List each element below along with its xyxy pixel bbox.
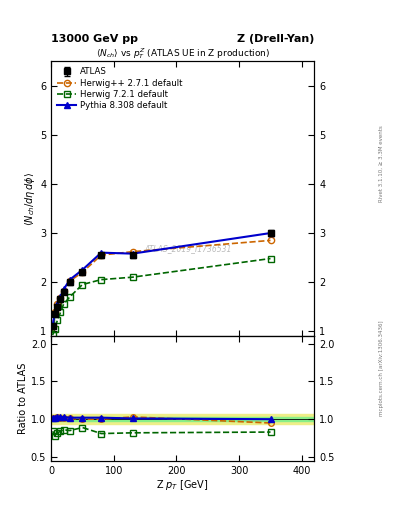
Herwig 7.2.1 default	[80, 282, 85, 288]
Pythia 8.308 default	[268, 230, 273, 236]
Pythia 8.308 default	[61, 286, 66, 292]
Pythia 8.308 default	[58, 294, 63, 300]
Herwig 7.2.1 default	[55, 317, 60, 324]
Herwig++ 2.7.1 default	[58, 295, 63, 301]
Bar	[51, 417, 314, 421]
Herwig 7.2.1 default	[58, 309, 63, 315]
Herwig 7.2.1 default	[268, 255, 273, 262]
Pythia 8.308 default	[99, 249, 104, 255]
Pythia 8.308 default	[80, 267, 85, 273]
Herwig 7.2.1 default	[130, 274, 135, 280]
Text: 13000 GeV pp: 13000 GeV pp	[51, 33, 138, 44]
Y-axis label: $\langle N_{ch}/d\eta\,d\phi\rangle$: $\langle N_{ch}/d\eta\,d\phi\rangle$	[23, 172, 37, 226]
Herwig++ 2.7.1 default	[99, 252, 104, 258]
Herwig++ 2.7.1 default	[68, 278, 72, 284]
Herwig 7.2.1 default	[68, 294, 72, 300]
Title: $\langle N_{ch}\rangle$ vs $p_T^Z$ (ATLAS UE in Z production): $\langle N_{ch}\rangle$ vs $p_T^Z$ (ATLA…	[95, 47, 270, 61]
Herwig++ 2.7.1 default	[55, 301, 60, 307]
Herwig++ 2.7.1 default	[80, 269, 85, 275]
Herwig 7.2.1 default	[53, 326, 57, 332]
Bar	[51, 414, 314, 424]
Herwig++ 2.7.1 default	[268, 238, 273, 244]
Herwig++ 2.7.1 default	[61, 288, 66, 294]
Text: Rivet 3.1.10, ≥ 3.3M events: Rivet 3.1.10, ≥ 3.3M events	[379, 125, 384, 202]
Text: ATLAS_2019_I1736531: ATLAS_2019_I1736531	[144, 244, 232, 252]
X-axis label: Z $p_T$ [GeV]: Z $p_T$ [GeV]	[156, 478, 209, 493]
Text: mcplots.cern.ch [arXiv:1306.3436]: mcplots.cern.ch [arXiv:1306.3436]	[379, 321, 384, 416]
Herwig 7.2.1 default	[61, 301, 66, 307]
Line: Herwig 7.2.1 default: Herwig 7.2.1 default	[50, 255, 274, 338]
Pythia 8.308 default	[130, 250, 135, 257]
Legend: ATLAS, Herwig++ 2.7.1 default, Herwig 7.2.1 default, Pythia 8.308 default: ATLAS, Herwig++ 2.7.1 default, Herwig 7.…	[55, 66, 184, 112]
Herwig++ 2.7.1 default	[53, 309, 57, 315]
Pythia 8.308 default	[53, 309, 57, 315]
Line: Herwig++ 2.7.1 default: Herwig++ 2.7.1 default	[50, 237, 274, 329]
Pythia 8.308 default	[68, 276, 72, 283]
Herwig++ 2.7.1 default	[50, 323, 55, 329]
Text: Z (Drell-Yan): Z (Drell-Yan)	[237, 33, 314, 44]
Y-axis label: Ratio to ATLAS: Ratio to ATLAS	[18, 362, 28, 434]
Herwig++ 2.7.1 default	[130, 249, 135, 255]
Pythia 8.308 default	[50, 322, 55, 328]
Pythia 8.308 default	[55, 301, 60, 307]
Herwig 7.2.1 default	[50, 332, 55, 338]
Herwig 7.2.1 default	[99, 276, 104, 283]
Line: Pythia 8.308 default: Pythia 8.308 default	[50, 230, 274, 328]
